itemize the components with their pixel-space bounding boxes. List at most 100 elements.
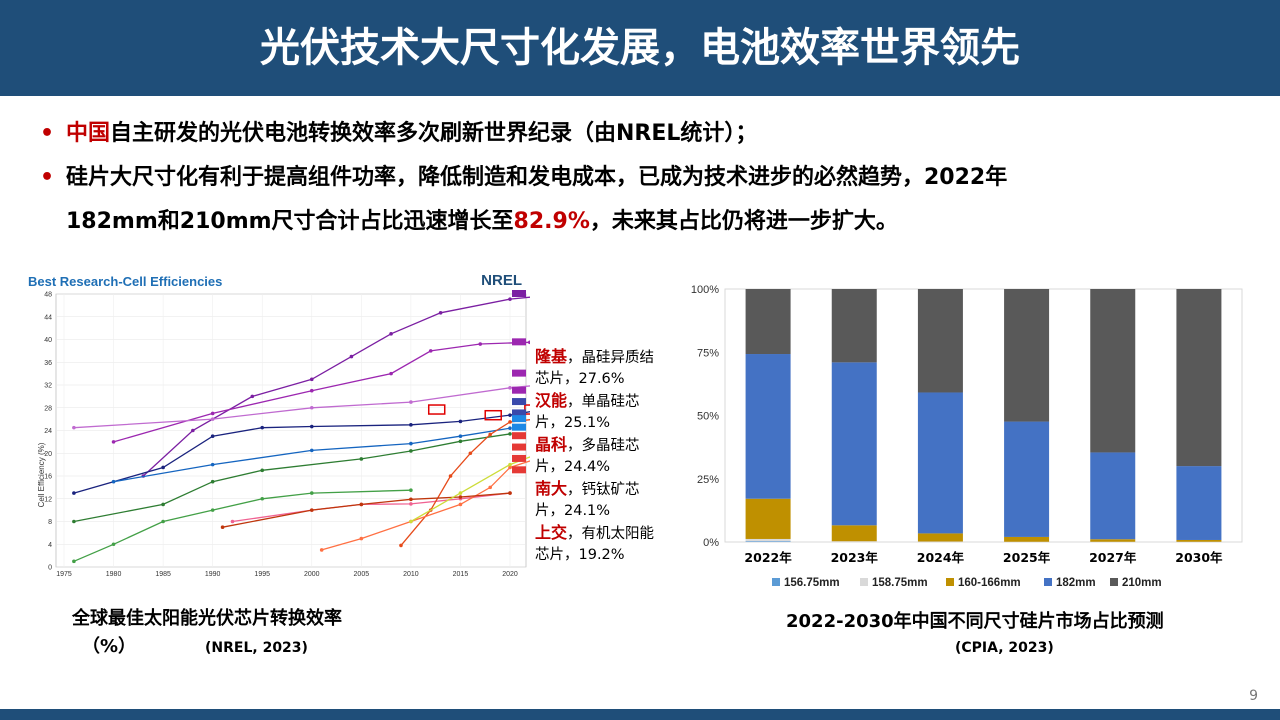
nrel-data-point	[409, 423, 413, 427]
bar-segment	[831, 541, 877, 542]
nrel-data-point	[309, 377, 314, 382]
right-caption-source: (CPIA, 2023)	[955, 640, 1054, 656]
annotation-desc: ，多晶硅芯片，24.4%	[535, 438, 640, 475]
nrel-data-point	[508, 491, 512, 495]
y-tick-label: 75%	[697, 347, 719, 359]
nrel-record-tag	[512, 423, 526, 431]
nrel-x-tick-label: 2020	[502, 571, 518, 578]
nrel-x-tick-label: 2010	[403, 571, 419, 578]
nrel-data-point	[309, 424, 314, 429]
record-highlight-box	[427, 404, 446, 415]
bullet-2-text-b: 182mm和210mm尺寸合计占比迅速增长至	[66, 209, 514, 234]
nrel-data-point	[468, 451, 473, 456]
nrel-y-tick-label: 28	[44, 405, 52, 412]
annotation-jinko: 晶科，多晶硅芯片，24.4%	[535, 434, 660, 478]
nrel-data-point	[389, 371, 393, 376]
nrel-data-point	[458, 419, 463, 424]
bar-segment	[1004, 289, 1050, 422]
nrel-y-tick-label: 20	[44, 451, 52, 458]
bar-segment	[831, 525, 877, 542]
nrel-data-point	[111, 440, 116, 444]
nrel-data-point	[230, 519, 235, 524]
nrel-data-point	[458, 434, 463, 438]
nrel-y-tick-label: 4	[48, 542, 52, 549]
x-category-label: 2025年	[1003, 550, 1051, 565]
bar-segment	[1004, 536, 1050, 542]
nrel-data-point	[508, 420, 512, 424]
nrel-x-tick-label: 2000	[304, 571, 320, 578]
nrel-data-point	[260, 468, 265, 473]
nrel-data-point	[508, 432, 512, 436]
nrel-data-point	[409, 497, 413, 502]
y-tick-label: 0%	[703, 537, 719, 549]
nrel-ylabel: Cell Efficiency (%)	[37, 442, 46, 507]
nrel-data-point	[210, 462, 215, 467]
nrel-y-tick-label: 8	[48, 519, 52, 526]
annotation-desc: ，有机太阳能芯片，19.2%	[535, 526, 655, 563]
nrel-data-point	[161, 502, 165, 507]
nrel-record-tag	[512, 466, 526, 474]
x-category-label: 2022年	[744, 550, 792, 565]
wafer-size-plot: 0% 25% 50% 75% 100% 2022年 2023年 2024年 2025年 2027年…	[691, 284, 1243, 589]
annotation-nju: 南大，钙钛矿芯片，24.1%	[535, 478, 660, 522]
x-category-label: 2024年	[917, 550, 965, 565]
bullet-dot: •	[40, 121, 55, 146]
highlight-china: 中国	[66, 121, 111, 146]
nrel-data-point	[260, 425, 265, 430]
right-caption: 2022-2030年中国不同尺寸硅片市场占比预测	[786, 611, 1164, 632]
bar-segment	[1176, 539, 1222, 542]
annotation-hanergy: 汉能，单晶硅芯片，25.1%	[535, 390, 660, 434]
bar-segment	[917, 533, 963, 542]
nrel-record-tag	[512, 454, 526, 462]
bullet-2-text-c: ，未来其占比仍将进一步扩大。	[589, 209, 898, 234]
nrel-data-point	[260, 496, 265, 501]
company-name: 隆基	[535, 347, 568, 366]
left-caption-source: (NREL, 2023)	[205, 640, 308, 656]
legend-label: 156.75mm	[784, 577, 840, 589]
nrel-record-tag	[512, 443, 526, 451]
page-number: 9	[1249, 688, 1258, 704]
nrel-data-point	[72, 425, 76, 430]
bar-segment	[831, 362, 877, 526]
nrel-logo: NREL	[481, 272, 522, 289]
nrel-record-tag	[512, 369, 526, 377]
x-category-label: 2030年	[1175, 550, 1223, 565]
nrel-y-tick-label: 36	[44, 360, 52, 367]
nrel-data-point	[319, 548, 324, 552]
nrel-x-tick-label: 2015	[453, 571, 469, 578]
slide-title: 光伏技术大尺寸化发展，电池效率世界领先	[260, 25, 1020, 71]
bar-segment	[1004, 421, 1050, 537]
bottom-bar	[0, 709, 1280, 720]
nrel-y-tick-label: 40	[44, 337, 52, 344]
bar-segment	[1090, 539, 1136, 542]
bar-segment	[745, 498, 791, 539]
wafer-size-chart: 0% 25% 50% 75% 100% 2022年 2023年 2024年 2025年 2027年…	[680, 276, 1260, 606]
bullet-2-text-a: 硅片大尺寸化有利于提高组件功率，降低制造和发电成本，已成为技术进步的必然趋势，2…	[66, 165, 1008, 190]
nrel-efficiency-chart: Best Research-Cell Efficiencies NREL Cel…	[20, 270, 530, 580]
nrel-x-tick-label: 1990	[205, 571, 221, 578]
legend-swatch	[860, 578, 868, 586]
nrel-data-point	[438, 310, 443, 315]
nrel-record-tag	[512, 415, 526, 423]
bullet-list: • 中国自主研发的光伏电池转换效率多次刷新世界纪录（由NREL统计）； • 硅片…	[40, 112, 1240, 244]
nrel-data-point	[488, 485, 492, 490]
nrel-data-point	[250, 394, 255, 399]
y-tick-label: 100%	[691, 284, 719, 296]
company-name: 南大	[535, 479, 568, 498]
nrel-data-point	[399, 543, 403, 548]
nrel-data-point	[508, 465, 512, 470]
bar-segment	[831, 289, 877, 363]
nrel-record-tag	[512, 398, 526, 406]
nrel-plot: Cell Efficiency (%) 04812162024283236404…	[37, 290, 530, 578]
bar-segment	[1090, 452, 1136, 540]
nrel-data-point	[111, 479, 116, 484]
legend-swatch	[946, 578, 954, 586]
annotation-longi: 隆基，晶硅异质结芯片，27.6%	[535, 346, 660, 390]
annotation-desc: ，晶硅异质结芯片，27.6%	[535, 350, 655, 387]
bar-segment	[917, 289, 963, 393]
company-name: 上交	[535, 523, 568, 542]
nrel-data-point	[508, 426, 512, 431]
bar-segment	[745, 289, 791, 355]
nrel-y-tick-label: 12	[44, 496, 52, 503]
nrel-x-tick-label: 1995	[254, 571, 270, 578]
